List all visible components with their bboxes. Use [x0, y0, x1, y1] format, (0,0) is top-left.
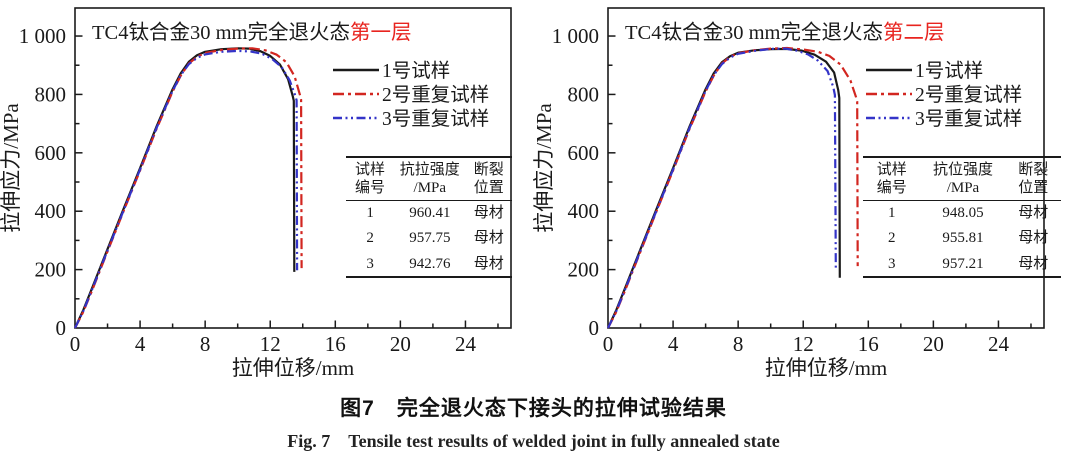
cell-specimen: 2	[366, 230, 374, 247]
figure-captions: 图7 完全退火态下接头的拉伸试验结果 Fig. 7 Tensile test r…	[0, 392, 1067, 453]
svg-text:600: 600	[568, 141, 600, 165]
chart-panel-layer1: 0 4 8 12 16 20 24 0 200 400 600 800 1 000 拉伸位移/mm 拉伸应力…	[0, 0, 533, 390]
legend-label-sample-2: 2号重复试样	[915, 84, 1022, 106]
table-row: 2 957.75 母材	[346, 226, 512, 251]
x-axis-label: 拉伸位移/mm	[765, 356, 888, 380]
table-row: 1 948.05 母材	[863, 200, 1061, 226]
table-header-strength: 抗位强度 /MPa	[920, 157, 1006, 201]
svg-text:4: 4	[135, 332, 146, 356]
cell-specimen: 1	[366, 205, 374, 222]
svg-text:12: 12	[260, 332, 281, 356]
y-axis-label: 拉伸应力/MPa	[0, 103, 23, 233]
table-header-strength: 抗拉强度 /MPa	[394, 157, 466, 201]
cell-strength: 957.75	[409, 230, 451, 247]
table-row: 1 960.41 母材	[346, 200, 512, 226]
cell-strength: 948.05	[942, 205, 984, 222]
cell-strength: 942.76	[409, 255, 451, 272]
chart-panels: 0 4 8 12 16 20 24 0 200 400 600 800 1 000 拉伸位移/mm 拉伸应力…	[0, 0, 1066, 390]
svg-text:200: 200	[568, 258, 600, 282]
table-header-specimen: 试样 编号	[346, 157, 395, 201]
legend-label-sample-1: 1号试样	[915, 60, 983, 82]
cell-specimen: 3	[887, 255, 896, 272]
svg-text:20: 20	[923, 332, 944, 356]
svg-text:16: 16	[858, 332, 879, 356]
table-row: 3 957.21 母材	[863, 251, 1061, 277]
svg-text:400: 400	[35, 199, 67, 223]
svg-text:8: 8	[733, 332, 744, 356]
cell-fracture: 母材	[473, 255, 504, 272]
figure-caption-zh: 图7 完全退火态下接头的拉伸试验结果	[340, 397, 727, 420]
chart-panel-layer2: 0 4 8 12 16 20 24 0 200 400 600 800 1 000 拉伸位移/mm 拉伸应力…	[533, 0, 1066, 390]
cell-specimen: 2	[887, 230, 896, 247]
cell-strength: 955.81	[942, 230, 984, 247]
svg-text:800: 800	[35, 82, 67, 106]
y-axis-label: 拉伸应力/MPa	[533, 103, 556, 233]
results-table-layer2: 试样 编号 抗位强度 /MPa 断裂 位置	[863, 156, 1061, 279]
svg-text:0: 0	[56, 316, 67, 340]
curve-sample-1	[607, 47, 841, 329]
svg-text:1 000: 1 000	[19, 24, 66, 48]
curve-sample-1	[74, 47, 296, 329]
curve-sample-2	[607, 46, 859, 329]
cell-fracture: 母材	[1018, 205, 1049, 222]
svg-text:8: 8	[200, 332, 211, 356]
curve-sample-2	[74, 47, 303, 329]
svg-text:24: 24	[988, 332, 1010, 356]
table-row: 2 955.81 母材	[863, 226, 1061, 251]
cell-fracture: 母材	[473, 230, 504, 247]
svg-text:20: 20	[390, 332, 411, 356]
table-header-fracture: 断裂 位置	[465, 157, 512, 201]
legend-label-sample-3: 3号重复试样	[382, 108, 489, 130]
cell-specimen: 1	[887, 205, 896, 222]
curve-sample-3	[607, 47, 837, 329]
svg-text:24: 24	[455, 332, 477, 356]
cell-fracture: 母材	[473, 205, 504, 222]
x-axis-label: 拉伸位移/mm	[232, 356, 355, 380]
svg-text:0: 0	[603, 332, 614, 356]
cell-strength: 957.21	[942, 255, 984, 272]
svg-text:1 000: 1 000	[552, 24, 599, 48]
svg-text:4: 4	[668, 332, 679, 356]
svg-text:600: 600	[35, 141, 67, 165]
figure-caption-en: Fig. 7 Tensile test results of welded jo…	[287, 431, 780, 451]
chart-title: TC4钛合金30 mm完全退火态第一层	[92, 21, 411, 44]
svg-text:800: 800	[568, 82, 600, 106]
svg-text:12: 12	[793, 332, 814, 356]
cell-strength: 960.41	[409, 205, 451, 222]
svg-text:16: 16	[325, 332, 346, 356]
results-table-layer1: 试样 编号 抗拉强度 /MPa 断裂 位置	[346, 156, 512, 279]
chart-title: TC4钛合金30 mm完全退火态第二层	[625, 21, 944, 44]
table-header-specimen: 试样 编号	[863, 157, 921, 201]
svg-text:0: 0	[589, 316, 600, 340]
cell-fracture: 母材	[1018, 230, 1049, 247]
cell-fracture: 母材	[1018, 255, 1049, 272]
curve-sample-3	[74, 49, 299, 329]
legend-label-sample-3: 3号重复试样	[915, 108, 1022, 130]
cell-specimen: 3	[366, 255, 374, 272]
legend-label-sample-1: 1号试样	[382, 60, 450, 82]
table-header-fracture: 断裂 位置	[1005, 157, 1061, 201]
table-row: 3 942.76 母材	[346, 251, 512, 277]
svg-text:200: 200	[35, 258, 67, 282]
svg-text:0: 0	[70, 332, 81, 356]
svg-text:400: 400	[568, 199, 600, 223]
legend-label-sample-2: 2号重复试样	[382, 84, 489, 106]
